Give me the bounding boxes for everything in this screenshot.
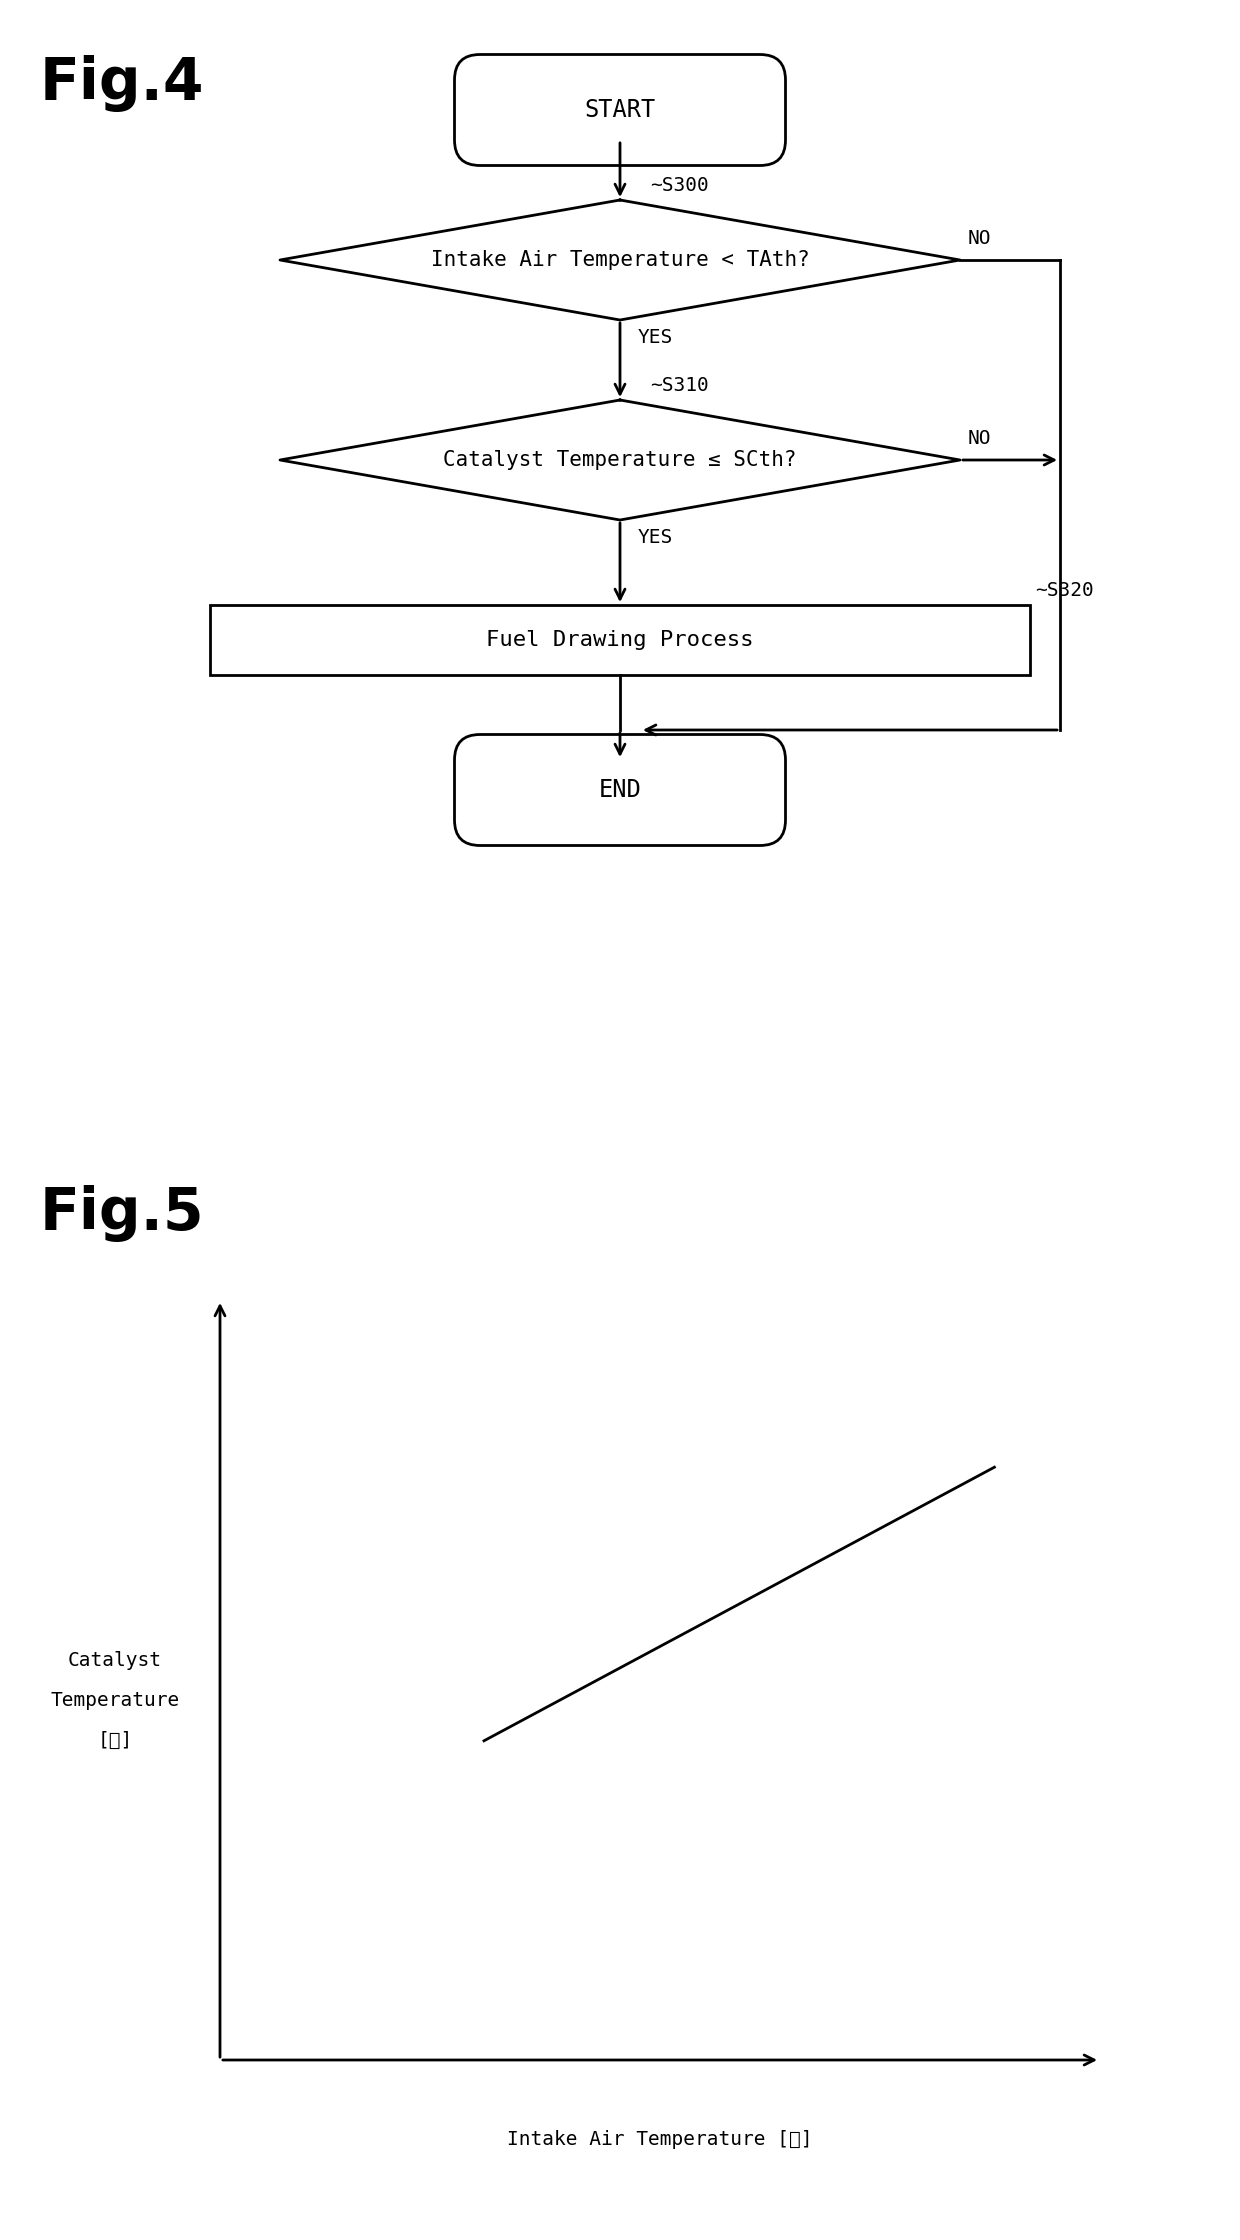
Text: Intake Air Temperature [℃]: Intake Air Temperature [℃] [507,2130,812,2148]
Text: Fig.5: Fig.5 [40,1185,205,1241]
Text: YES: YES [639,327,673,347]
Text: Catalyst Temperature ≤ SCth?: Catalyst Temperature ≤ SCth? [443,450,797,470]
Text: ~S320: ~S320 [1035,580,1094,600]
Text: NO: NO [968,430,992,448]
Text: Catalyst: Catalyst [68,1651,162,1669]
FancyBboxPatch shape [455,54,785,166]
Text: Intake Air Temperature < TAth?: Intake Air Temperature < TAth? [430,251,810,271]
Text: [℃]: [℃] [98,1732,133,1749]
Text: YES: YES [639,529,673,547]
FancyBboxPatch shape [455,735,785,844]
Text: Fuel Drawing Process: Fuel Drawing Process [486,629,754,650]
Text: START: START [584,99,656,121]
Text: END: END [599,777,641,802]
Text: ~S310: ~S310 [650,376,709,394]
Text: Fig.4: Fig.4 [40,56,205,112]
Text: NO: NO [968,228,992,249]
Text: Temperature: Temperature [51,1691,180,1709]
Text: ~S300: ~S300 [650,177,709,195]
Bar [210,605,1030,674]
